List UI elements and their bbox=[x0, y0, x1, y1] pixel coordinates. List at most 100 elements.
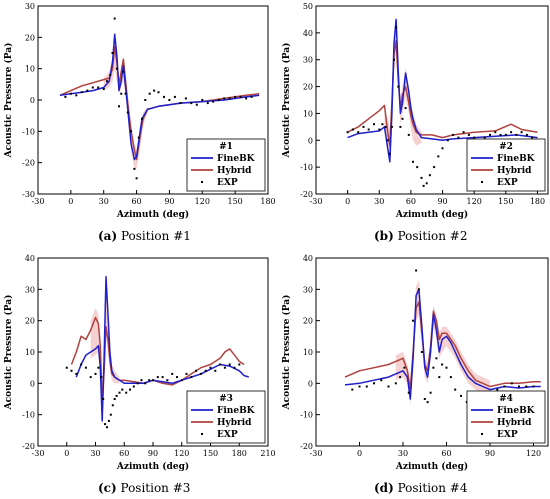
y-tick-label: 20 bbox=[303, 317, 313, 326]
x-tick-label: 120 bbox=[467, 197, 482, 206]
exp-point bbox=[365, 385, 368, 388]
exp-point bbox=[113, 17, 116, 20]
x-tick-label: -30 bbox=[32, 197, 45, 206]
hybrid-line bbox=[347, 40, 538, 147]
x-tick-label: 0 bbox=[68, 197, 73, 206]
exp-point bbox=[100, 376, 103, 379]
exp-point bbox=[525, 385, 528, 388]
exp-point bbox=[423, 398, 426, 400]
exp-point bbox=[228, 97, 231, 100]
exp-point bbox=[425, 182, 428, 185]
x-tick-label: 120 bbox=[526, 449, 541, 458]
y-tick-label: -10 bbox=[22, 411, 35, 420]
exp-point bbox=[429, 391, 432, 394]
exp-point bbox=[515, 133, 518, 136]
y-tick-label: 20 bbox=[25, 317, 35, 326]
exp-point bbox=[494, 131, 497, 134]
exp-point bbox=[135, 177, 138, 180]
exp-point bbox=[373, 123, 375, 126]
legend-title: #4 bbox=[499, 394, 513, 404]
exp-point bbox=[121, 388, 124, 391]
y-tick-label: 20 bbox=[25, 33, 35, 42]
y-tick-label: 10 bbox=[25, 348, 35, 357]
exp-point bbox=[144, 382, 147, 385]
legend-exp-label: EXP bbox=[497, 430, 518, 440]
exp-point bbox=[102, 398, 105, 400]
exp-point bbox=[467, 133, 470, 136]
exp-point bbox=[113, 398, 116, 400]
exp-point bbox=[460, 394, 462, 397]
y-tick-label: -20 bbox=[300, 442, 313, 451]
legend-title: #2 bbox=[499, 142, 513, 152]
exp-point bbox=[525, 133, 528, 136]
exp-point bbox=[161, 376, 164, 379]
y-axis-label: Acoustic Pressure (Pa) bbox=[281, 43, 292, 159]
exp-point bbox=[104, 423, 107, 426]
y-tick-label: 30 bbox=[25, 2, 35, 11]
exp-point bbox=[417, 288, 420, 291]
exp-point bbox=[420, 176, 423, 179]
y-tick-label: 0 bbox=[30, 379, 35, 388]
x-axis-label: Azimuth (deg) bbox=[395, 461, 468, 472]
legend: #4 FineBK Hybrid EXP bbox=[466, 390, 546, 444]
exp-point bbox=[407, 391, 410, 394]
exp-point bbox=[412, 160, 414, 163]
legend-exp-swatch bbox=[481, 433, 483, 435]
x-tick-label: 90 bbox=[437, 197, 447, 206]
x-tick-label: 150 bbox=[498, 197, 513, 206]
exp-point bbox=[168, 99, 171, 101]
exp-point bbox=[393, 58, 395, 61]
exp-point bbox=[496, 388, 499, 391]
legend-box bbox=[466, 390, 546, 444]
exp-point bbox=[401, 117, 404, 120]
exp-point bbox=[199, 372, 202, 375]
exp-point bbox=[373, 382, 375, 385]
legend-hybrid-label: Hybrid bbox=[217, 418, 252, 428]
exp-point bbox=[397, 85, 400, 88]
x-tick-label: 150 bbox=[228, 197, 243, 206]
y-axis-label: Acoustic Pressure (Pa) bbox=[3, 43, 14, 159]
y-axis-label: Acoustic Pressure (Pa) bbox=[281, 295, 292, 411]
y-tick-label: 10 bbox=[303, 348, 313, 357]
x-tick-label: 90 bbox=[164, 197, 174, 206]
y-tick-label: -10 bbox=[300, 163, 313, 172]
exp-point bbox=[86, 89, 89, 92]
y-tick-label: 30 bbox=[303, 56, 313, 65]
exp-point bbox=[129, 388, 131, 391]
exp-point bbox=[394, 382, 397, 385]
exp-point bbox=[390, 125, 393, 128]
legend-exp-label: EXP bbox=[497, 178, 518, 188]
exp-point bbox=[531, 136, 534, 139]
exp-point bbox=[432, 366, 435, 369]
exp-point bbox=[219, 363, 222, 366]
hybrid-band bbox=[103, 31, 148, 169]
exp-point bbox=[416, 166, 419, 169]
y-tick-label: -20 bbox=[300, 190, 313, 199]
exp-point bbox=[228, 363, 231, 366]
exp-point bbox=[184, 97, 187, 100]
fineBK-line bbox=[59, 33, 260, 161]
exp-point bbox=[176, 376, 178, 379]
x-tick-label: 180 bbox=[260, 197, 275, 206]
fineBK-line bbox=[347, 18, 538, 163]
exp-point bbox=[64, 95, 67, 98]
y-tick-label: 40 bbox=[303, 254, 313, 263]
x-tick-label: 180 bbox=[530, 197, 545, 206]
y-tick-label: 0 bbox=[308, 136, 313, 145]
caption-a: (a) Position #1 bbox=[98, 229, 191, 243]
x-tick-label: -30 bbox=[310, 197, 323, 206]
legend-hybrid-label: Hybrid bbox=[217, 166, 252, 176]
chart-panel-1: -30 0 30 60 90 120 150 180 -30 -20 -10 0 10 20 30 Azimu… bbox=[3, 2, 276, 220]
legend-hybrid-label: Hybrid bbox=[497, 418, 532, 428]
exp-point bbox=[358, 385, 361, 388]
exp-point bbox=[115, 67, 118, 70]
legend-exp-label: EXP bbox=[217, 178, 238, 188]
y-tick-label: -30 bbox=[22, 190, 35, 199]
exp-point bbox=[454, 388, 457, 391]
exp-point bbox=[173, 95, 176, 98]
exp-point bbox=[133, 167, 136, 170]
legend-hybrid-label: Hybrid bbox=[497, 166, 532, 176]
exp-point bbox=[233, 366, 236, 369]
exp-point bbox=[115, 394, 118, 397]
exp-point bbox=[386, 139, 389, 142]
